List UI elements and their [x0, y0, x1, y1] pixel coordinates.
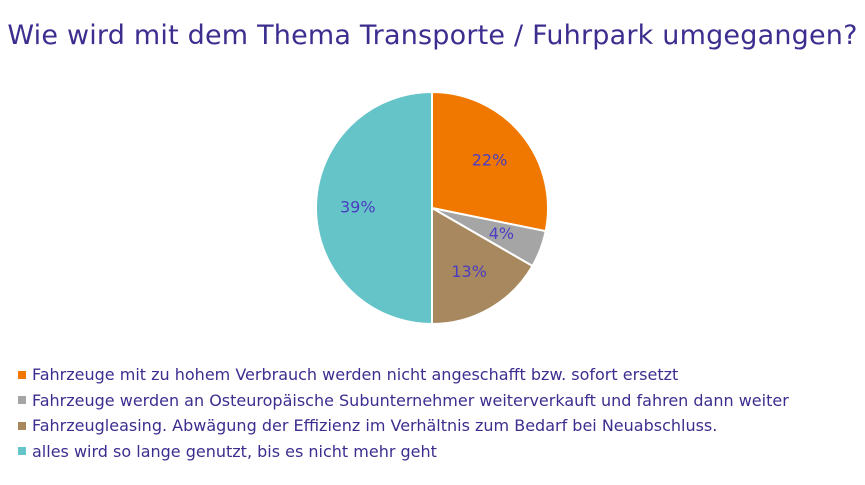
legend-label-2: Fahrzeuge werden an Osteuropäische Subun…	[32, 390, 789, 410]
legend-item-3: Fahrzeugleasing. Abwägung der Effizienz …	[18, 413, 789, 439]
legend-swatch-4	[18, 447, 26, 456]
legend-item-1: Fahrzeuge mit zu hohem Verbrauch werden …	[18, 362, 789, 388]
pie-slice-1	[431, 90, 549, 233]
pie-labels: 22% 4%13% 39%	[340, 151, 514, 281]
chart-title: Wie wird mit dem Thema Transporte / Fuhr…	[7, 20, 858, 51]
legend-label-4: alles wird so lange genutzt, bis es nich…	[32, 441, 437, 461]
legend-swatch-3	[18, 421, 26, 430]
pie-slice-4	[315, 90, 433, 326]
legend-label-1: Fahrzeuge mit zu hohem Verbrauch werden …	[32, 365, 679, 385]
pie-slices	[315, 90, 549, 326]
legend-item-4: alles wird so lange genutzt, bis es nich…	[18, 439, 789, 465]
legend-swatch-2	[18, 396, 26, 405]
slice-label-1: 22%	[472, 151, 508, 170]
slice-label-4: 39%	[340, 198, 376, 217]
slice-label-2: 4%	[489, 224, 514, 243]
legend-swatch-1	[18, 370, 26, 379]
pie-slice-3	[431, 206, 534, 326]
legend-label-3: Fahrzeugleasing. Abwägung der Effizienz …	[32, 416, 718, 436]
legend-item-2: Fahrzeuge werden an Osteuropäische Subun…	[18, 388, 789, 414]
slice-label-3: 13%	[451, 262, 487, 281]
pie-chart: 22% 4%13% 39%	[315, 90, 549, 326]
chart-legend: Fahrzeuge mit zu hohem Verbrauch werden …	[18, 362, 789, 464]
